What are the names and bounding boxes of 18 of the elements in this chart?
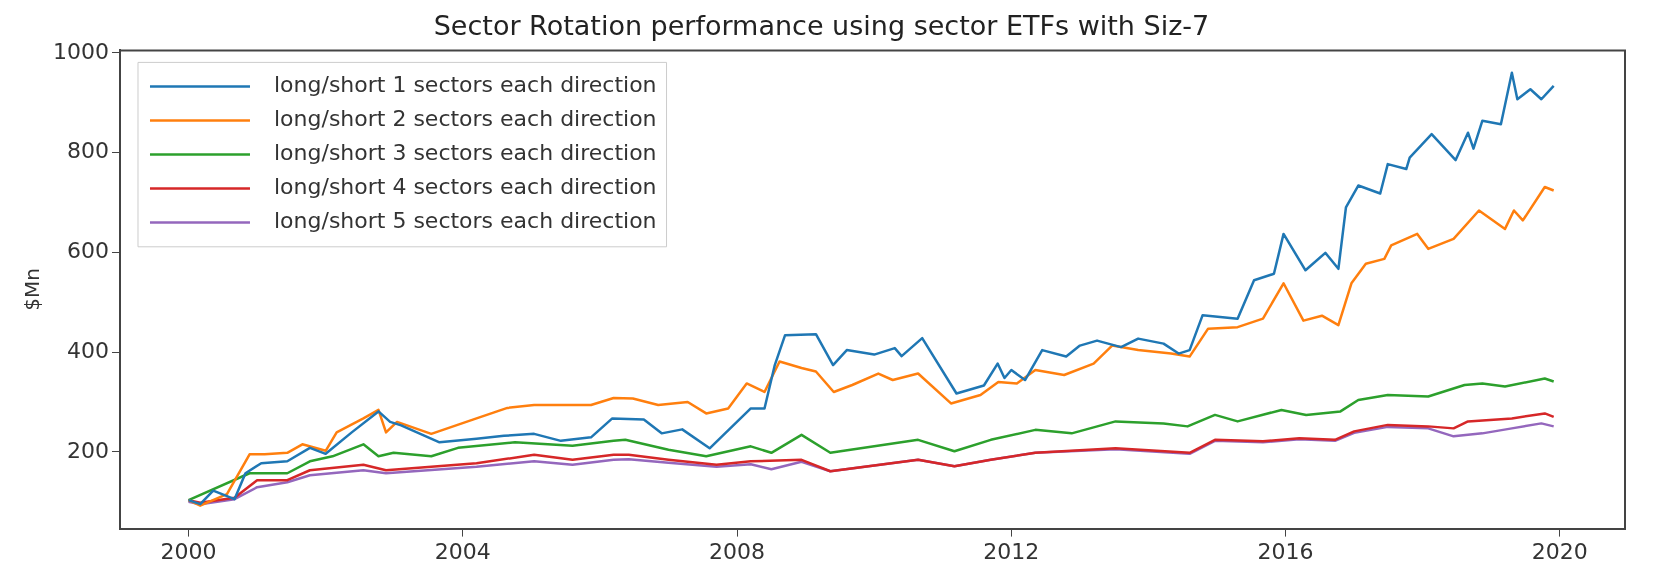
y-tick-label: 400: [66, 337, 109, 363]
legend-label: long/short 4 sectors each direction: [273, 174, 657, 200]
x-tick-label: 2008: [709, 538, 766, 564]
x-tick-label: 2004: [434, 538, 491, 564]
y-tick-label: 600: [66, 238, 109, 264]
y-axis-title: $Mn: [20, 268, 45, 311]
y-tick-label: 1000: [52, 38, 109, 64]
y-tick-label: 800: [66, 138, 109, 164]
legend-label: long/short 1 sectors each direction: [273, 72, 657, 98]
y-tick-label: 200: [66, 437, 109, 463]
x-tick-label: 2016: [1257, 538, 1314, 564]
legend-label: long/short 3 sectors each direction: [273, 140, 657, 166]
legend-label: long/short 2 sectors each direction: [273, 106, 657, 132]
legend-label: long/short 5 sectors each direction: [273, 208, 657, 234]
x-tick-label: 2000: [160, 538, 217, 564]
x-tick-label: 2020: [1531, 538, 1588, 564]
x-tick-label: 2012: [983, 538, 1040, 564]
chart-title: Sector Rotation performance using sector ETFs with Siz-7: [433, 10, 1210, 42]
